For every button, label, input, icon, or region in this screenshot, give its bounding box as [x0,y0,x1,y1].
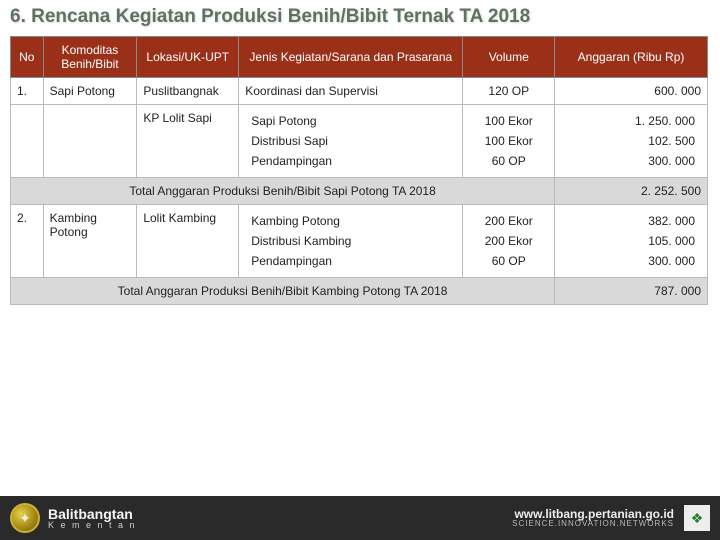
cell-jenis: Koordinasi dan Supervisi [239,78,463,105]
col-volume: Volume [463,37,555,78]
cell-no [11,105,44,178]
footer-brand-name: Balitbangtan [48,507,137,521]
cell-volume-line: 200 Ekor [469,231,548,251]
cell-anggaran-line: 105. 000 [561,231,701,251]
cell-jenis-line: Pendampingan [245,251,456,271]
cell-lokasi: KP Lolit Sapi [137,105,239,178]
cell-anggaran-line: 102. 500 [561,131,701,151]
footer-url-block: www.litbang.pertanian.go.id SCIENCE.INNO… [512,508,674,529]
cell-lokasi: Lolit Kambing [137,205,239,278]
cell-volume-line: 60 OP [469,251,548,271]
col-no: No [11,37,44,78]
subtotal-row: Total Anggaran Produksi Benih/Bibit Sapi… [11,178,708,205]
footer-left: ✦ Balitbangtan K e m e n t a n [10,503,137,533]
subtotal-value: 2. 252. 500 [555,178,708,205]
cell-volume: 200 Ekor 200 Ekor 60 OP [463,205,555,278]
footer-brand-sub: K e m e n t a n [48,521,137,530]
col-jenis: Jenis Kegiatan/Sarana dan Prasarana [239,37,463,78]
cell-anggaran-line: 300. 000 [561,151,701,171]
cell-anggaran-line: 300. 000 [561,251,701,271]
cell-volume-line: 60 OP [469,151,548,171]
cell-volume-line: 100 Ekor [469,111,548,131]
cell-anggaran: 1. 250. 000 102. 500 300. 000 [555,105,708,178]
col-lokasi: Lokasi/UK-UPT [137,37,239,78]
cell-jenis: Sapi Potong Distribusi Sapi Pendampingan [239,105,463,178]
cell-volume: 120 OP [463,78,555,105]
subtotal-label: Total Anggaran Produksi Benih/Bibit Sapi… [11,178,555,205]
cell-anggaran-line: 382. 000 [561,211,701,231]
footer-tagline: SCIENCE.INNOVATION.NETWORKS [512,520,674,528]
cell-volume: 100 Ekor 100 Ekor 60 OP [463,105,555,178]
cell-jenis-line: Kambing Potong [245,211,456,231]
cell-jenis-line: Distribusi Sapi [245,131,456,151]
cell-komoditas [43,105,137,178]
table-row: 1. Sapi Potong Puslitbangnak Koordinasi … [11,78,708,105]
cell-komoditas: Kambing Potong [43,205,137,278]
cell-jenis: Kambing Potong Distribusi Kambing Pendam… [239,205,463,278]
subtotal-value: 787. 000 [555,278,708,305]
balitbangtan-logo-icon: ✦ [10,503,40,533]
cell-jenis-line: Distribusi Kambing [245,231,456,251]
cell-anggaran: 382. 000 105. 000 300. 000 [555,205,708,278]
cell-volume-line: 100 Ekor [469,131,548,151]
footer-right: www.litbang.pertanian.go.id SCIENCE.INNO… [512,505,710,531]
subtotal-label: Total Anggaran Produksi Benih/Bibit Kamb… [11,278,555,305]
footer-bar: ✦ Balitbangtan K e m e n t a n www.litba… [0,496,720,540]
cell-komoditas: Sapi Potong [43,78,137,105]
cell-jenis-line: Pendampingan [245,151,456,171]
table-row: 2. Kambing Potong Lolit Kambing Kambing … [11,205,708,278]
col-anggaran: Anggaran (Ribu Rp) [555,37,708,78]
table-header-row: No Komoditas Benih/Bibit Lokasi/UK-UPT J… [11,37,708,78]
footer-brand: Balitbangtan K e m e n t a n [48,507,137,530]
cell-lokasi: Puslitbangnak [137,78,239,105]
cell-no: 1. [11,78,44,105]
cell-anggaran-line: 1. 250. 000 [561,111,701,131]
cell-anggaran: 600. 000 [555,78,708,105]
page-title: 6. Rencana Kegiatan Produksi Benih/Bibit… [0,0,720,36]
cell-volume-line: 200 Ekor [469,211,548,231]
cell-jenis-line: Sapi Potong [245,111,456,131]
subtotal-row: Total Anggaran Produksi Benih/Bibit Kamb… [11,278,708,305]
table-row: KP Lolit Sapi Sapi Potong Distribusi Sap… [11,105,708,178]
col-komoditas: Komoditas Benih/Bibit [43,37,137,78]
cell-no: 2. [11,205,44,278]
agro-logo-icon: ❖ [684,505,710,531]
plan-table: No Komoditas Benih/Bibit Lokasi/UK-UPT J… [10,36,708,305]
